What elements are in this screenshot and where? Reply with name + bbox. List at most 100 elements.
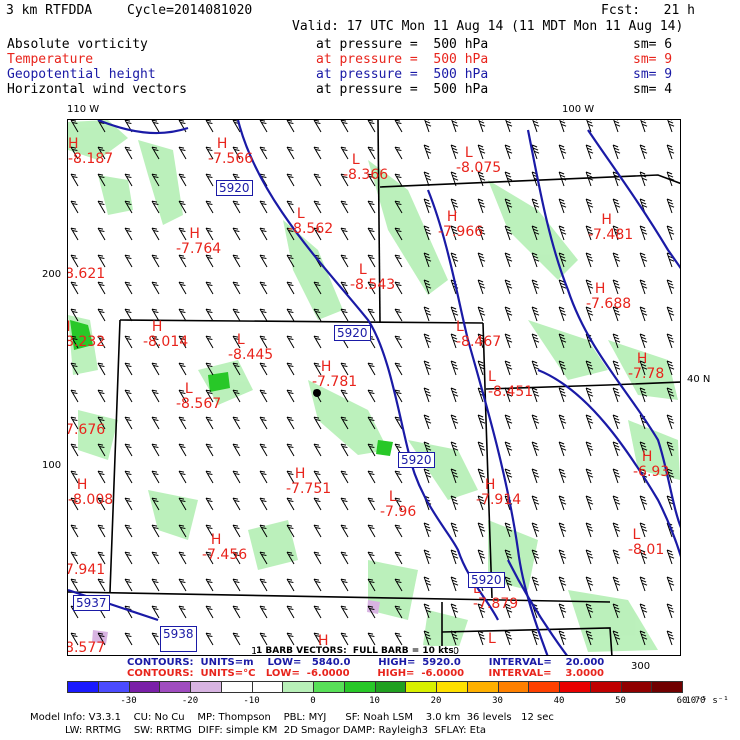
wind-barb — [423, 468, 432, 484]
wind-barb — [450, 414, 459, 430]
wind-barb — [313, 362, 322, 376]
wind-barb — [639, 522, 648, 538]
wind-barb — [450, 441, 459, 457]
wind-barb — [450, 333, 459, 349]
wind-barb — [585, 414, 594, 430]
wind-barb — [612, 441, 621, 457]
wind-barb — [477, 144, 486, 160]
height-label: 5938 — [160, 626, 197, 652]
wind-barb — [178, 173, 187, 187]
model-info-line1: Model Info: V3.3.1 CU: No Cu MP: Thompso… — [30, 712, 554, 723]
wind-barb — [666, 279, 675, 295]
wind-barb — [585, 144, 594, 160]
wind-barb — [340, 227, 349, 241]
wind-barb — [612, 198, 621, 214]
valid-time: Valid: 17 UTC Mon 11 Aug 14 (11 MDT Mon … — [292, 19, 684, 34]
wind-barb — [313, 497, 322, 511]
wind-barb — [367, 120, 376, 133]
wind-barb — [178, 416, 187, 430]
wind-barb — [313, 308, 322, 322]
wind-barb — [450, 360, 459, 376]
wind-barb — [205, 443, 214, 457]
wind-barb — [205, 497, 214, 511]
wind-barb — [612, 306, 621, 322]
wind-barb — [313, 551, 322, 565]
wind-barb — [423, 441, 432, 457]
wind-barb — [613, 120, 621, 133]
model-info-line2: LW: RRTMG SW: RRTMG DIFF: simple KM 2D S… — [30, 725, 487, 736]
wind-barb — [585, 252, 594, 268]
wind-barb — [585, 225, 594, 241]
wind-barb — [286, 632, 295, 646]
wind-barb — [70, 551, 79, 565]
wind-barb — [394, 146, 403, 160]
wind-barb — [639, 198, 648, 214]
field-level-temperature: at pressure = 500 hPa — [316, 52, 489, 67]
wind-barb — [394, 389, 403, 403]
wind-barb — [423, 171, 432, 187]
wind-barb — [585, 387, 594, 403]
wind-barb — [151, 551, 160, 565]
wind-barb — [585, 171, 594, 187]
wind-barb — [423, 522, 432, 538]
wind-barb — [450, 522, 459, 538]
wind-barb — [340, 389, 349, 403]
wind-barb — [178, 605, 187, 619]
wind-barb — [151, 578, 160, 592]
wind-barb — [477, 603, 486, 619]
wind-barb — [585, 522, 594, 538]
wind-barb — [286, 497, 295, 511]
temp-label: L -8.567 — [176, 381, 222, 412]
wind-barb — [612, 495, 621, 511]
wind-barb — [340, 605, 349, 619]
wind-barb — [558, 360, 567, 376]
wind-barb — [666, 630, 675, 646]
wind-barb — [178, 308, 187, 322]
wind-barb — [232, 524, 241, 538]
colorbar-swatch — [651, 681, 683, 693]
wind-barb — [394, 308, 403, 322]
wind-barb — [124, 443, 133, 457]
wind-barb — [340, 416, 349, 430]
wind-barb — [313, 605, 322, 619]
wind-barb — [639, 576, 648, 592]
field-level-vorticity: at pressure = 500 hPa — [316, 37, 489, 52]
wind-barb — [504, 360, 513, 376]
colorbar-label: -10 — [243, 696, 260, 706]
wind-barb — [585, 279, 594, 295]
wind-barb — [340, 362, 349, 376]
wind-barb — [124, 524, 133, 538]
temp-label: L -8.543 — [350, 262, 396, 293]
wind-barb — [558, 576, 567, 592]
wind-barb — [70, 335, 79, 349]
wind-barb — [394, 578, 403, 592]
wind-barb — [531, 549, 540, 565]
temp-label: H -8.014 — [143, 319, 189, 350]
wind-barb — [340, 470, 349, 484]
wind-barb — [205, 524, 214, 538]
wind-barb — [367, 578, 376, 592]
wind-barb — [151, 335, 160, 349]
wind-barb — [151, 146, 160, 160]
wind-barb — [558, 603, 567, 619]
wind-barb — [340, 281, 349, 295]
wind-barb — [232, 632, 241, 646]
wind-barb — [259, 200, 268, 214]
wind-barb — [367, 281, 376, 295]
wind-barb — [205, 632, 214, 646]
wind-barb — [558, 225, 567, 241]
wind-barb — [97, 443, 106, 457]
wind-barb — [70, 578, 79, 592]
wind-barb — [612, 576, 621, 592]
wind-barb — [340, 524, 349, 538]
wind-barb — [286, 227, 295, 241]
temp-label: -7.676 — [68, 422, 106, 438]
wind-barb — [504, 468, 513, 484]
wind-barb — [313, 200, 322, 214]
wind-barb — [531, 279, 540, 295]
wind-barb — [259, 308, 268, 322]
wind-barb — [559, 120, 567, 133]
wind-barb — [151, 200, 160, 214]
temp-label: H -7.781 — [312, 359, 358, 390]
lon-label-left: 110 W — [67, 104, 100, 115]
